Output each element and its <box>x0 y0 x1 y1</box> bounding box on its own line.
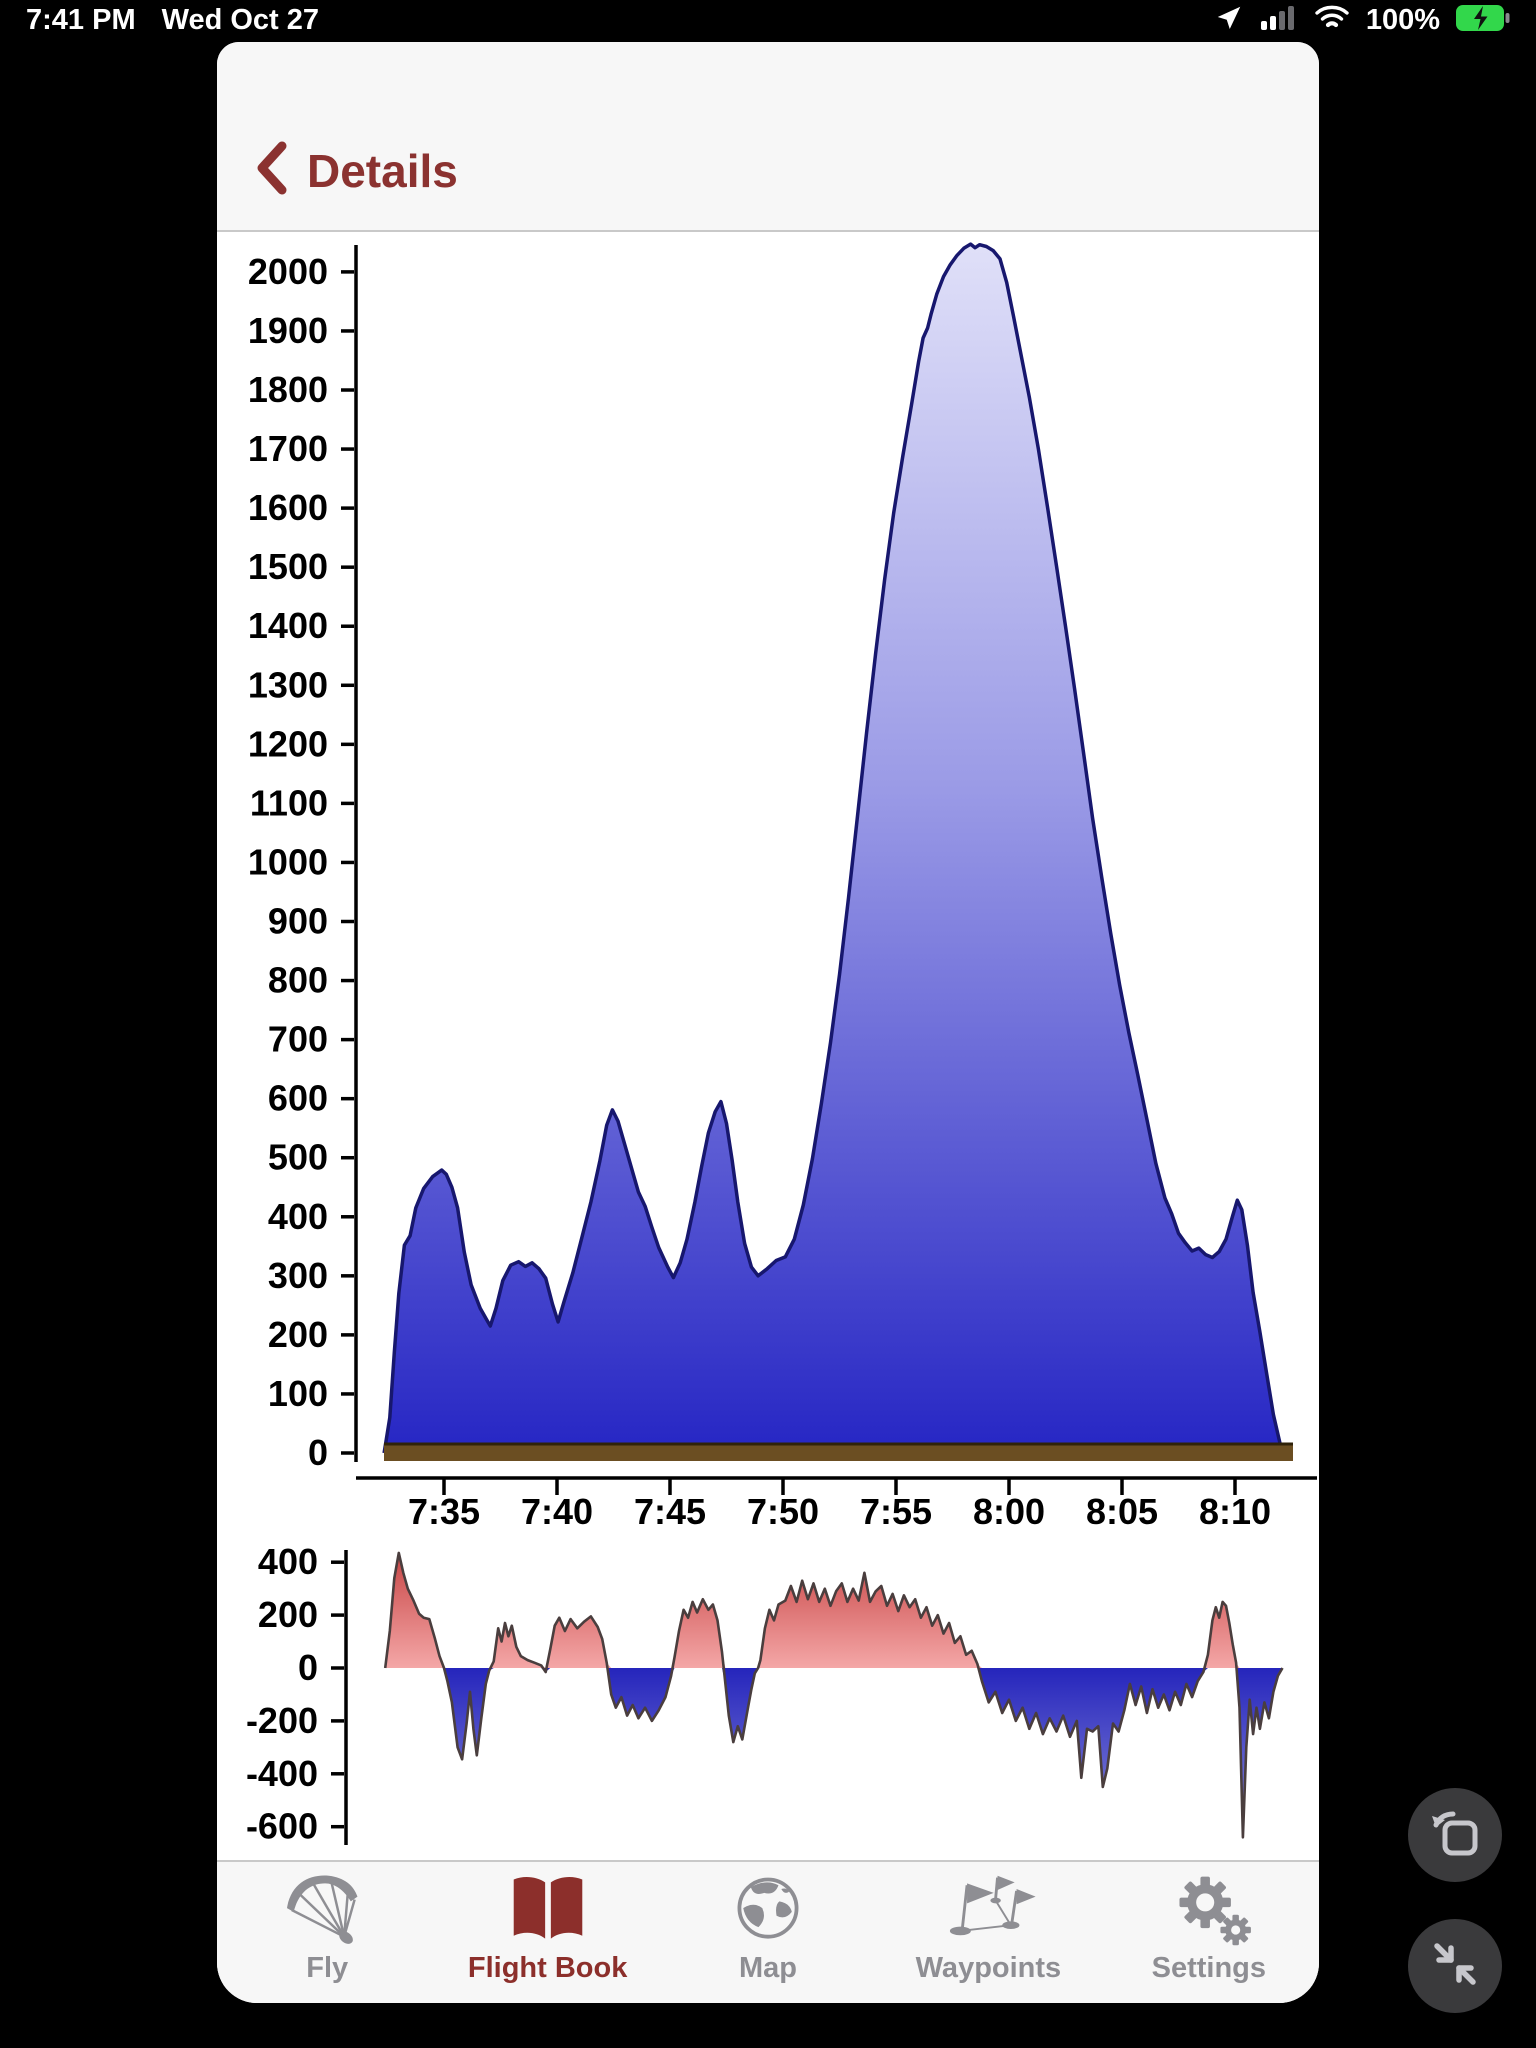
svg-text:-400: -400 <box>246 1753 318 1794</box>
back-button[interactable]: Details <box>253 140 458 201</box>
page-title: Details <box>307 144 458 197</box>
svg-text:800: 800 <box>268 960 328 1001</box>
svg-text:1900: 1900 <box>248 310 328 351</box>
tab-label-fly: Fly <box>306 1952 349 1984</box>
globe-icon <box>720 1870 816 1950</box>
flight-charts: 0 100 200 300 400 500 600 700 800 900 1000 1100 1200… <box>246 242 1317 1847</box>
flags-icon <box>932 1870 1044 1950</box>
svg-text:7:45: 7:45 <box>634 1491 706 1532</box>
location-arrow-icon <box>1214 3 1244 38</box>
flight-charts-region: 0 100 200 300 400 500 600 700 800 900 1000 1100 1200… <box>217 232 1319 1860</box>
svg-text:1100: 1100 <box>250 782 328 823</box>
svg-text:500: 500 <box>268 1137 328 1178</box>
svg-text:1400: 1400 <box>248 605 328 646</box>
svg-text:100: 100 <box>268 1373 328 1414</box>
svg-text:8:10: 8:10 <box>1199 1491 1271 1532</box>
svg-text:8:00: 8:00 <box>973 1491 1045 1532</box>
svg-text:1200: 1200 <box>248 723 328 764</box>
svg-text:0: 0 <box>298 1647 318 1688</box>
svg-text:600: 600 <box>268 1078 328 1119</box>
tab-label-waypoints: Waypoints <box>915 1952 1062 1984</box>
svg-text:2000: 2000 <box>248 251 328 292</box>
svg-text:7:40: 7:40 <box>521 1491 593 1532</box>
navigation-header: Details <box>217 42 1319 232</box>
tab-waypoints[interactable]: Waypoints <box>878 1862 1098 2003</box>
tab-label-flight-book: Flight Book <box>467 1952 628 1984</box>
svg-text:1600: 1600 <box>248 487 328 528</box>
svg-text:7:50: 7:50 <box>747 1491 819 1532</box>
paraglider-icon <box>279 1870 375 1950</box>
shrink-window-icon <box>1423 1932 1487 2001</box>
gears-icon <box>1161 1870 1257 1950</box>
app-window: Details 0 100 200 300 400 500 600 700 800 900 1000… <box>217 42 1319 2003</box>
rotate-window-button[interactable] <box>1408 1788 1502 1882</box>
svg-text:900: 900 <box>268 901 328 942</box>
clock-time: 7:41 PM <box>26 3 136 36</box>
shrink-window-button[interactable] <box>1408 1919 1502 2013</box>
svg-text:1700: 1700 <box>248 428 328 469</box>
tab-map[interactable]: Map <box>658 1862 878 2003</box>
svg-text:400: 400 <box>258 1541 318 1582</box>
battery-charging-icon <box>1456 4 1510 36</box>
svg-text:300: 300 <box>268 1255 328 1296</box>
tab-bar: Fly Flight Book Map <box>217 1860 1319 2003</box>
status-bar: 7:41 PM Wed Oct 27 100% <box>0 0 1536 40</box>
svg-text:200: 200 <box>268 1314 328 1355</box>
battery-percent: 100% <box>1365 3 1440 36</box>
svg-text:-200: -200 <box>246 1700 318 1741</box>
svg-text:8:05: 8:05 <box>1086 1491 1158 1532</box>
tab-flight-book[interactable]: Flight Book <box>437 1862 657 2003</box>
svg-text:1300: 1300 <box>248 664 328 705</box>
svg-text:7:55: 7:55 <box>860 1491 932 1532</box>
wifi-icon <box>1314 4 1350 37</box>
svg-text:1800: 1800 <box>248 369 328 410</box>
open-book-icon <box>500 1870 596 1950</box>
cellular-signal-icon <box>1260 4 1298 37</box>
tab-label-map: Map <box>739 1952 798 1984</box>
svg-text:1500: 1500 <box>248 546 328 587</box>
rotate-window-icon <box>1423 1801 1487 1870</box>
svg-text:-600: -600 <box>246 1806 318 1847</box>
svg-text:1000: 1000 <box>248 841 328 882</box>
svg-text:7:35: 7:35 <box>408 1491 480 1532</box>
status-date: Wed Oct 27 <box>161 3 320 36</box>
svg-text:400: 400 <box>268 1196 328 1237</box>
tab-label-settings: Settings <box>1151 1952 1267 1984</box>
svg-text:0: 0 <box>308 1432 328 1473</box>
chevron-left-icon <box>253 140 289 201</box>
tab-fly[interactable]: Fly <box>217 1862 437 2003</box>
svg-text:700: 700 <box>268 1019 328 1060</box>
tab-settings[interactable]: Settings <box>1099 1862 1319 2003</box>
svg-text:200: 200 <box>258 1594 318 1635</box>
